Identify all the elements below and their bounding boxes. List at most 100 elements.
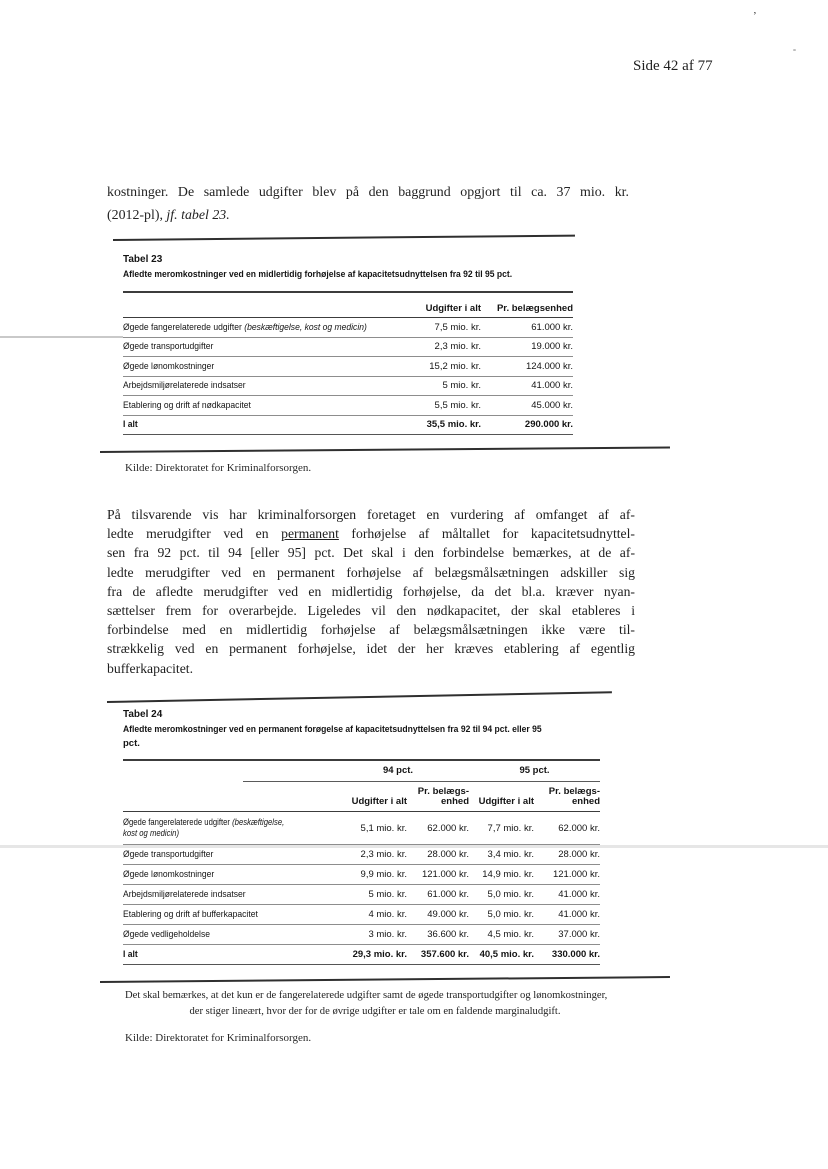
table-title: Afledte meromkostninger ved en permanent… <box>123 724 542 735</box>
column-header: Pr. belægsenhed <box>496 302 573 314</box>
source-note: Kilde: Direktoratet for Kriminalforsorge… <box>125 1032 312 1044</box>
cell: 36.600 kr. <box>427 929 469 940</box>
row-label: Arbejdsmiljørelaterede indsatser <box>123 889 246 900</box>
table-row: Etablering og drift af nødkapacitet 5,5 … <box>123 396 573 416</box>
cell: 5,0 mio. kr. <box>487 909 534 920</box>
cell: 49.000 kr. <box>427 909 469 920</box>
table-header-row: Udgifter i alt Pr. belægsenhed <box>123 293 573 317</box>
cell: 28.000 kr. <box>427 849 469 860</box>
intro-line: kostninger. De samlede udgifter blev på … <box>107 185 629 200</box>
table-title: pct. <box>123 738 140 749</box>
page-number: Side 42 af 77 <box>633 58 713 74</box>
cell: 62.000 kr. <box>558 822 600 834</box>
table-row: Øgede transportudgifter 2,3 mio. kr. 28.… <box>123 845 600 865</box>
cell: 121.000 kr. <box>421 869 469 880</box>
footnote-line: der stiger lineært, hvor der for de øvri… <box>189 1006 561 1017</box>
scan-artifact-mark: ’ <box>753 10 757 22</box>
tabel-23: Tabel 23 Afledte meromkostninger ved en … <box>123 253 573 435</box>
table-label: Tabel 23 <box>123 254 163 265</box>
table-total-row: I alt 29,3 mio. kr. 357.600 kr. 40,5 mio… <box>123 945 600 965</box>
table-top-rule <box>112 234 575 241</box>
cell: 62.000 kr. <box>427 822 469 834</box>
cell: 4,5 mio. kr. <box>487 929 534 940</box>
paragraph-line: sen fra 92 pct. til 94 [eller 95] pct. D… <box>107 545 635 561</box>
scan-artifact-line <box>0 336 123 338</box>
column-header: Pr. belægs-enhed <box>548 785 600 807</box>
row-label: Øgede fangerelaterede udgifter (beskæfti… <box>123 817 285 839</box>
cell: 14,9 mio. kr. <box>482 869 534 880</box>
cell-udgifter: 5,5 mio. kr. <box>434 399 481 411</box>
cell: 4 mio. kr. <box>368 909 407 920</box>
table-row: Etablering og drift af bufferkapacitet 4… <box>123 905 600 925</box>
table-rule <box>123 759 600 761</box>
underlined-word: permanent <box>281 526 339 542</box>
table-rule <box>123 291 573 293</box>
table-bottom-rule <box>99 976 670 983</box>
row-label: Øgede lønomkostninger <box>123 869 215 880</box>
table-footnote: Det skal bemærkes, at det kun er de fang… <box>125 988 625 1020</box>
cell: 7,7 mio. kr. <box>487 822 534 834</box>
row-label: Øgede transportudgifter <box>123 849 214 860</box>
group-header-95: 95 pct. <box>519 765 550 776</box>
paragraph-line: strækkelig ved en permanent forhøjelse, … <box>107 641 635 657</box>
source-note: Kilde: Direktoratet for Kriminalforsorge… <box>125 462 312 474</box>
body-paragraph: På tilsvarende vis har kriminalforsorgen… <box>107 505 635 678</box>
cell-pr-enhed: 290.000 kr. <box>524 419 573 431</box>
row-label: I alt <box>123 949 138 960</box>
row-label: Øgede fangerelaterede udgifter (beskæfti… <box>123 321 367 333</box>
table-bottom-rule <box>99 446 670 453</box>
group-header-row: 94 pct. 95 pct. <box>123 761 600 781</box>
cell: 3,4 mio. kr. <box>487 849 534 860</box>
cell-pr-enhed: 45.000 kr. <box>531 399 573 411</box>
cell-udgifter: 5 mio. kr. <box>442 380 481 392</box>
cell-pr-enhed: 124.000 kr. <box>525 360 573 372</box>
row-label: I alt <box>123 419 138 431</box>
cell-udgifter: 2,3 mio. kr. <box>434 341 481 353</box>
table-row: Arbejdsmiljørelaterede indsatser 5 mio. … <box>123 377 573 396</box>
table-rule <box>123 810 600 812</box>
paragraph-line: bufferkapacitet. <box>107 660 194 676</box>
row-label: Øgede vedligeholdelse <box>123 929 210 940</box>
table-row: Arbejdsmiljørelaterede indsatser 5 mio. … <box>123 885 600 905</box>
column-header: Udgifter i alt <box>425 302 481 314</box>
table-row: Øgede vedligeholdelse 3 mio. kr. 36.600 … <box>123 925 600 945</box>
cell-udgifter: 15,2 mio. kr. <box>429 360 481 372</box>
cell: 5,0 mio. kr. <box>487 889 534 900</box>
cell-pr-enhed: 19.000 kr. <box>531 341 573 353</box>
cell: 5,1 mio. kr. <box>360 822 407 834</box>
cell: 61.000 kr. <box>427 889 469 900</box>
column-header: Udgifter i alt <box>478 796 534 807</box>
cell: 357.600 kr. <box>420 949 469 960</box>
cell: 121.000 kr. <box>552 869 600 880</box>
cell: 330.000 kr. <box>551 949 600 960</box>
paragraph-line: fra de afledte merudgifter ved en midler… <box>107 583 635 599</box>
cell: 3 mio. kr. <box>368 929 407 940</box>
cell: 5 mio. kr. <box>368 889 407 900</box>
table-row: Øgede lønomkostninger 9,9 mio. kr. 121.0… <box>123 865 600 885</box>
table-rule <box>123 316 573 318</box>
table-rule <box>243 780 600 782</box>
table-title: Afledte meromkostninger ved en midlertid… <box>123 269 513 280</box>
cell: 41.000 kr. <box>558 909 600 920</box>
scan-artifact-dot <box>793 49 796 51</box>
cell-udgifter: 7,5 mio. kr. <box>434 321 481 333</box>
paragraph-line: ledte merudgifter ved en permanent forhø… <box>107 526 635 542</box>
table-row: Øgede fangerelaterede udgifter (beskæfti… <box>123 318 573 338</box>
row-label: Arbejdsmiljørelaterede indsatser <box>123 380 246 392</box>
cell-pr-enhed: 61.000 kr. <box>531 321 573 333</box>
column-header: Pr. belægs-enhed <box>417 785 469 807</box>
cell: 2,3 mio. kr. <box>360 849 407 860</box>
paragraph-line: sættelser frem for overarbejde. Ligelede… <box>107 602 635 618</box>
italic-reference: jf. tabel 23. <box>166 208 230 223</box>
row-label: Etablering og drift af nødkapacitet <box>123 399 251 411</box>
footnote-line: Det skal bemærkes, at det kun er de fang… <box>125 990 608 1001</box>
intro-paragraph: kostninger. De samlede udgifter blev på … <box>107 181 629 227</box>
table-row: Øgede fangerelaterede udgifter (beskæfti… <box>123 812 600 845</box>
table-total-row: I alt 35,5 mio. kr. 290.000 kr. <box>123 416 573 435</box>
paragraph-line: forbindelse med en midlertidig forhøjels… <box>107 622 635 638</box>
tabel-24: Tabel 24 Afledte meromkostninger ved en … <box>123 708 600 965</box>
row-label: Øgede transportudgifter <box>123 341 214 353</box>
cell: 9,9 mio. kr. <box>360 869 407 880</box>
cell: 37.000 kr. <box>558 929 600 940</box>
